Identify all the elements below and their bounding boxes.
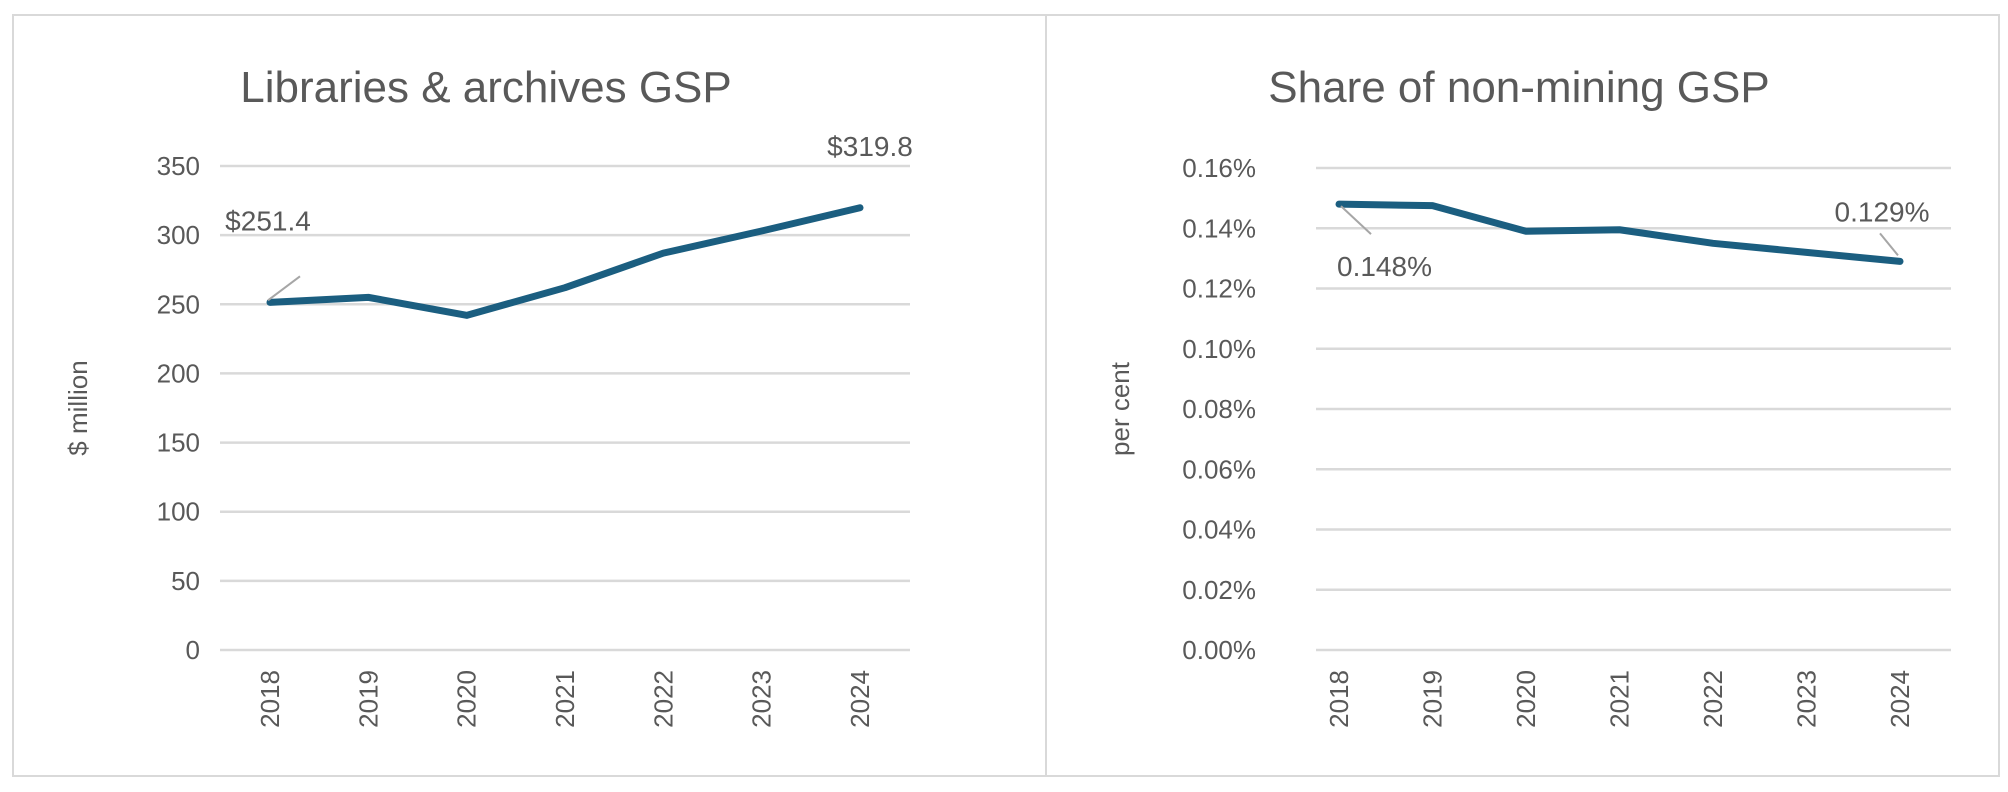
data-label: $319.8 <box>827 131 913 162</box>
y-axis-label: per cent <box>1105 361 1135 456</box>
y-tick-label: 300 <box>157 220 200 250</box>
y-tick-label: 50 <box>171 566 200 596</box>
x-tick-label: 2020 <box>1511 670 1541 728</box>
y-tick-label: 0.08% <box>1182 394 1256 424</box>
x-tick-label: 2019 <box>353 670 383 728</box>
data-label-leader <box>1879 232 1899 257</box>
y-tick-label: 0.00% <box>1182 635 1256 665</box>
data-label-leader <box>267 275 301 302</box>
chart-title: Share of non-mining GSP <box>1268 63 1769 112</box>
y-tick-label: 200 <box>157 358 200 388</box>
y-tick-label: 0.14% <box>1182 213 1256 243</box>
x-tick-label: 2019 <box>1418 670 1448 728</box>
y-tick-label: 0.12% <box>1182 274 1256 304</box>
y-tick-label: 100 <box>157 497 200 527</box>
y-tick-label: 0.06% <box>1182 454 1256 484</box>
data-label: 0.148% <box>1337 251 1432 282</box>
x-tick-label: 2023 <box>1792 670 1822 728</box>
y-axis-label: $ million <box>63 360 93 455</box>
y-tick-label: 0 <box>186 635 200 665</box>
x-tick-label: 2018 <box>1324 670 1354 728</box>
x-tick-label: 2024 <box>845 670 875 728</box>
x-tick-label: 2022 <box>648 670 678 728</box>
x-tick-label: 2022 <box>1698 670 1728 728</box>
y-tick-label: 0.02% <box>1182 575 1256 605</box>
y-tick-label: 350 <box>157 151 200 181</box>
data-label: $251.4 <box>225 205 311 236</box>
y-tick-label: 0.04% <box>1182 515 1256 545</box>
x-tick-label: 2020 <box>452 670 482 728</box>
chart-2: Share of non-mining GSP 0.00% 0.02% 0.04% 0.… <box>1045 14 2000 777</box>
data-label-leader <box>1340 205 1372 235</box>
data-label: 0.129% <box>1835 196 1930 227</box>
y-tick-label: 0.16% <box>1182 153 1256 183</box>
x-tick-label: 2021 <box>1605 670 1635 728</box>
chart-1: Libraries & archives GSP 0 50 100 150 200 250 3… <box>12 14 1228 777</box>
y-tick-label: 0.10% <box>1182 334 1256 364</box>
x-tick-label: 2023 <box>747 670 777 728</box>
y-tick-label: 250 <box>157 289 200 319</box>
x-tick-label: 2024 <box>1885 670 1915 728</box>
x-tick-label: 2018 <box>255 670 285 728</box>
chart-title: Libraries & archives GSP <box>240 63 732 112</box>
y-tick-label: 150 <box>157 428 200 458</box>
x-tick-label: 2021 <box>550 670 580 728</box>
